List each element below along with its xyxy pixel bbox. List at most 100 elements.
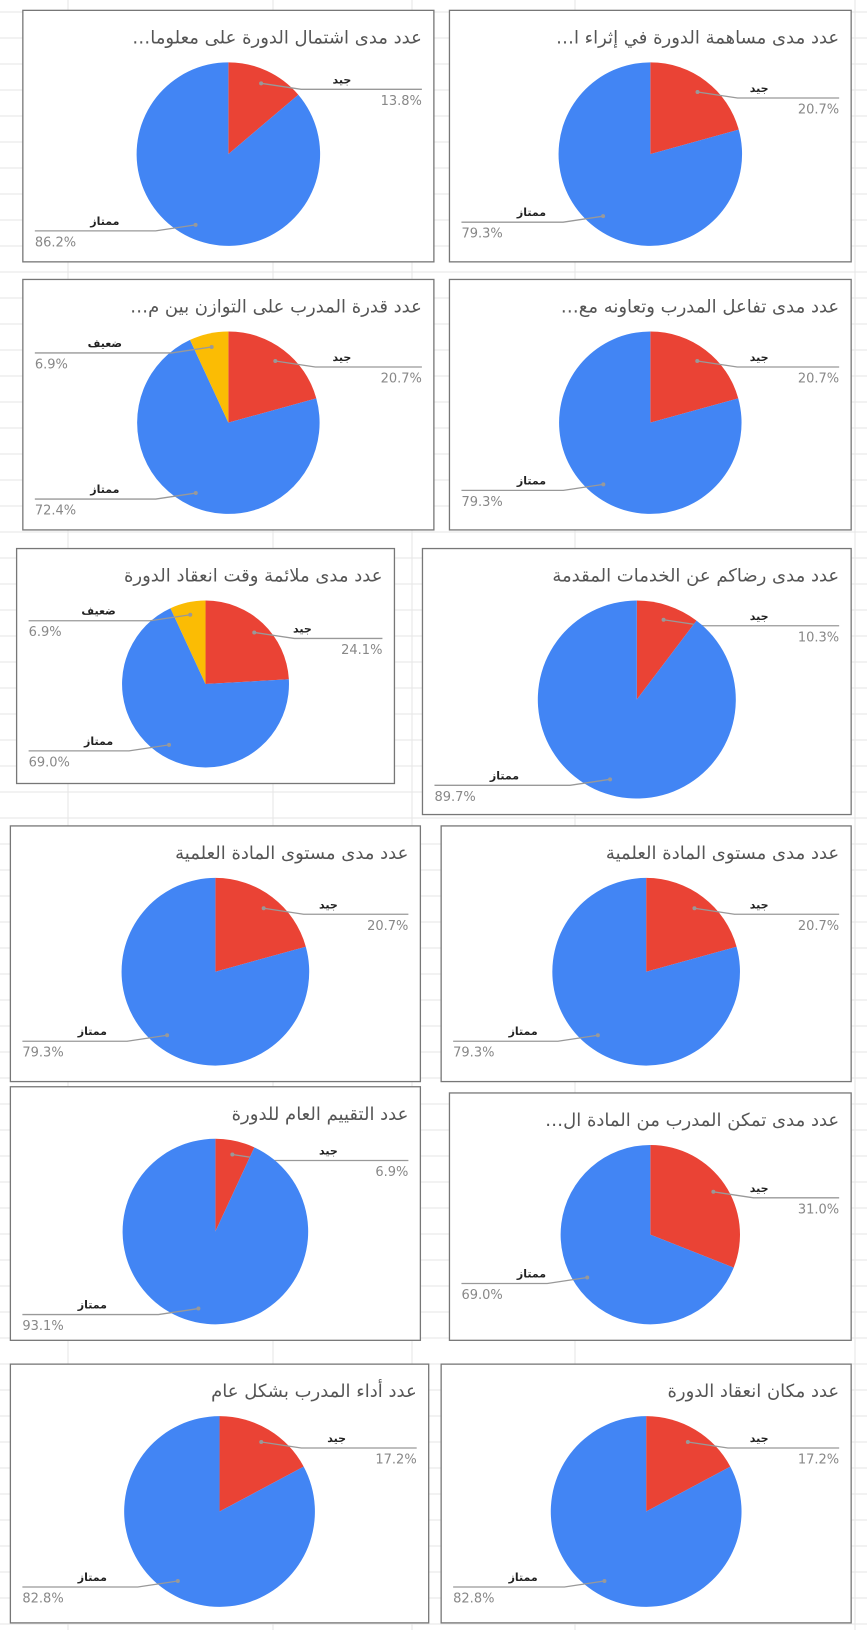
slice-value-label: 93.1% <box>22 1319 63 1334</box>
slice-value-label: 6.9% <box>29 625 62 640</box>
leader-dot <box>695 90 700 95</box>
pie-slice <box>558 62 743 246</box>
chart-title: عدد قدرة المدرب على التوازن بين م… <box>130 296 422 317</box>
slice-name: جيد <box>332 351 351 364</box>
chart-title: عدد مدى اشتمال الدورة على معلوما… <box>132 27 422 48</box>
leader-dot <box>193 491 198 496</box>
slice-value-label: 82.8% <box>22 1592 63 1607</box>
leader-dot <box>261 906 266 911</box>
pie-slice <box>219 1416 304 1512</box>
pie-slice <box>560 1144 734 1325</box>
chart-title: عدد مدى ملائمة وقت انعقاد الدورة <box>124 566 382 587</box>
slice-value-label: 6.9% <box>375 1165 408 1180</box>
slice-name: ممتاز <box>516 474 546 487</box>
pie-slice <box>136 62 321 246</box>
leader-dot <box>165 1033 170 1038</box>
slice-name: جيد <box>332 73 351 86</box>
pie-slice <box>537 600 736 799</box>
slice-name: جيد <box>750 898 769 911</box>
slice-name: جيد <box>750 351 769 364</box>
slice-name: ممتاز <box>89 215 119 228</box>
slice-name: ممتاز <box>77 1025 107 1038</box>
chart-title: عدد التقييم العام للدورة <box>232 1104 409 1125</box>
slice-value-label: 79.3% <box>22 1046 63 1061</box>
chart-title: عدد مدى مستوى المادة العلمية <box>606 843 839 864</box>
slice-value-label: 69.0% <box>461 1288 502 1303</box>
leader-line <box>34 492 196 500</box>
pie-slice <box>122 1138 309 1325</box>
slice-name: جيد <box>750 1182 769 1195</box>
slice-value-label: 89.7% <box>434 790 475 805</box>
leader-line <box>254 631 383 640</box>
slice-value-label: 79.3% <box>453 1046 494 1061</box>
leader-line <box>694 907 840 915</box>
slice-value-label: 82.8% <box>453 1592 494 1607</box>
leader-line <box>22 1580 178 1588</box>
chart-title: عدد مدى مساهمة الدورة في إثراء ا… <box>556 27 839 48</box>
pie-slice <box>650 1144 740 1268</box>
leader-dot <box>595 1033 600 1038</box>
leader-dot <box>230 1152 235 1157</box>
slice-name: ممتاز <box>516 206 546 219</box>
pie-slice <box>205 600 289 685</box>
slice-value-label: 6.9% <box>35 357 68 372</box>
leader-dot <box>601 482 606 487</box>
leader-dot <box>692 906 697 911</box>
slice-name: ممتاز <box>508 1025 538 1038</box>
slice-name: ممتاز <box>83 735 113 748</box>
slice-value-label: 20.7% <box>798 103 839 118</box>
slice-name: جيد <box>327 1432 346 1445</box>
chart-title: عدد مدى تمكن المدرب من المادة ال… <box>545 1110 839 1131</box>
slice-name: ممتاز <box>489 769 519 782</box>
leader-dot <box>209 344 214 349</box>
leader-line <box>461 483 604 492</box>
leader-dot <box>685 1439 690 1444</box>
pie-slice <box>646 877 737 972</box>
leader-line <box>263 907 409 915</box>
leader-line <box>28 614 191 622</box>
leader-line <box>697 360 840 368</box>
pie-slice <box>124 1416 315 1607</box>
slice-value-label: 20.7% <box>367 919 408 934</box>
slice-name: جيد <box>319 1145 338 1158</box>
slice-value-label: 20.7% <box>798 371 839 386</box>
pie-slice <box>121 877 310 1066</box>
chart-title: عدد مكان انعقاد الدورة <box>667 1381 839 1402</box>
pie-slice <box>228 62 299 155</box>
pie-slice <box>228 331 317 423</box>
slice-name: ممتاز <box>508 1571 538 1584</box>
leader-dot <box>167 742 172 747</box>
pie-slice <box>550 1416 742 1607</box>
slice-value-label: 79.3% <box>461 495 502 510</box>
slice-value-label: 24.1% <box>341 643 382 658</box>
slice-name: ضعيف <box>81 605 115 618</box>
leader-dot <box>601 214 606 219</box>
leader-line <box>22 1307 199 1316</box>
chart-title: عدد مدى رضاكم عن الخدمات المقدمة <box>552 566 839 587</box>
leader-line <box>713 1191 840 1199</box>
leader-line <box>663 619 840 627</box>
leader-line <box>22 1034 168 1042</box>
pie-slice <box>650 331 739 423</box>
slice-name: جيد <box>319 898 338 911</box>
pie-slice <box>137 339 320 514</box>
leader-line <box>687 1441 840 1449</box>
chart-title: عدد أداء المدرب بشكل عام <box>211 1379 417 1402</box>
pie-slice <box>170 600 206 685</box>
slice-name: ضعيف <box>88 337 122 350</box>
leader-dot <box>585 1275 590 1280</box>
leader-line <box>34 224 196 232</box>
slice-value-label: 69.0% <box>29 755 70 770</box>
leader-dot <box>602 1579 607 1584</box>
chart-title: عدد مدى تفاعل المدرب وتعاونه مع… <box>561 296 839 317</box>
leader-dot <box>273 358 278 363</box>
leader-line <box>453 1580 605 1588</box>
leader-line <box>434 778 611 786</box>
leader-line <box>34 346 212 354</box>
pie-slice <box>215 1138 255 1232</box>
leader-dot <box>695 358 700 363</box>
leader-dot <box>175 1579 180 1584</box>
